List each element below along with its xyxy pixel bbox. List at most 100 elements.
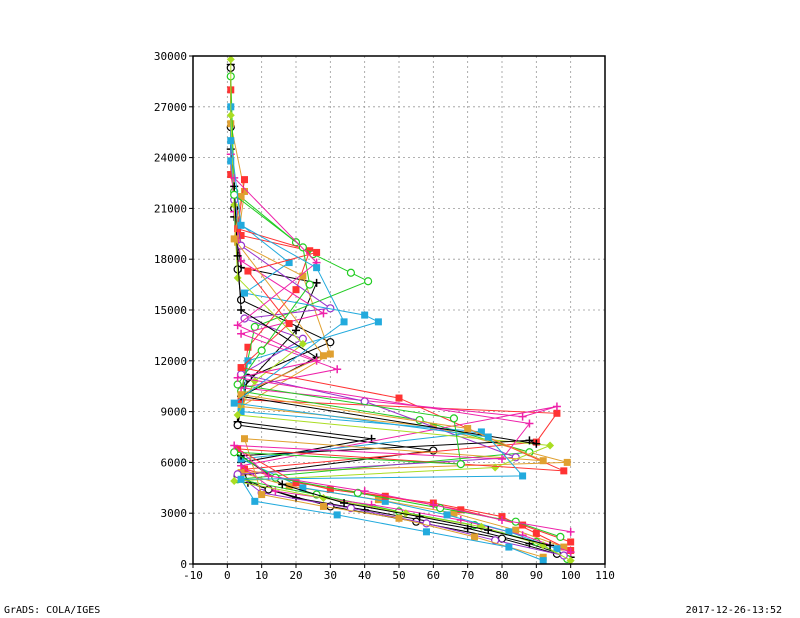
data-point — [374, 496, 382, 504]
data-point — [512, 526, 520, 534]
data-point — [298, 339, 307, 348]
data-point — [230, 201, 239, 210]
data-point — [450, 509, 458, 517]
data-point — [456, 459, 465, 469]
y-tick-label: 12000 — [154, 355, 187, 368]
data-point — [258, 491, 266, 499]
data-point — [326, 338, 335, 347]
data-point — [519, 521, 527, 529]
data-point — [298, 243, 307, 252]
x-tick-label: 20 — [289, 569, 302, 582]
data-point — [237, 231, 245, 239]
data-point — [241, 289, 248, 297]
data-point — [546, 541, 555, 550]
data-point — [560, 467, 568, 475]
data-point — [519, 472, 527, 480]
data-point — [563, 458, 571, 466]
data-point — [305, 280, 314, 289]
data-point — [278, 480, 287, 489]
data-point — [237, 364, 245, 372]
data-point — [395, 394, 403, 402]
y-tick-label: 18000 — [154, 253, 187, 266]
y-tick-label: 21000 — [154, 202, 187, 215]
series-path — [233, 194, 561, 538]
data-point — [237, 329, 246, 338]
data-point — [285, 259, 293, 267]
x-tick-label: 60 — [427, 569, 440, 582]
data-point — [333, 365, 342, 374]
data-point — [251, 497, 259, 505]
x-tick-label: 30 — [324, 569, 337, 582]
series-line — [227, 137, 547, 565]
data-point — [313, 248, 321, 256]
data-point — [505, 528, 513, 536]
data-point — [395, 514, 403, 522]
series-layer — [226, 55, 575, 565]
data-point — [292, 286, 300, 294]
data-point — [237, 403, 245, 411]
data-point — [340, 318, 348, 326]
data-point — [401, 509, 410, 518]
data-point — [491, 463, 500, 472]
data-point — [312, 356, 321, 365]
data-point — [299, 484, 307, 492]
data-point — [553, 409, 561, 417]
data-point — [319, 352, 327, 360]
data-point — [422, 528, 430, 536]
data-point — [233, 421, 242, 430]
data-point — [226, 111, 235, 120]
data-point — [471, 533, 479, 541]
data-point — [340, 499, 349, 508]
data-point — [477, 428, 485, 436]
data-point — [415, 512, 424, 521]
data-point — [241, 187, 248, 195]
data-point — [498, 515, 506, 524]
data-point — [560, 543, 568, 551]
footer-right-timestamp: 2017-12-26-13:52 — [685, 605, 782, 616]
data-point — [227, 137, 235, 145]
x-tick-label: 110 — [595, 569, 615, 582]
data-point — [237, 461, 246, 470]
data-point — [230, 235, 238, 243]
data-point — [237, 408, 245, 416]
x-tick-label: 50 — [392, 569, 405, 582]
series-line — [226, 63, 562, 558]
data-point — [532, 439, 541, 448]
data-point — [333, 511, 341, 519]
series-path — [230, 154, 571, 553]
x-tick-label: 80 — [495, 569, 508, 582]
data-point — [360, 487, 369, 496]
data-point — [505, 543, 513, 551]
y-tick-label: 3000 — [161, 507, 188, 520]
data-point — [525, 436, 534, 445]
data-point — [464, 425, 472, 433]
data-point — [230, 182, 239, 191]
data-point — [226, 55, 235, 64]
data-point — [566, 527, 575, 536]
data-point — [233, 380, 242, 389]
y-tick-label: 27000 — [154, 101, 187, 114]
series-line — [227, 103, 561, 553]
data-point — [566, 548, 575, 557]
data-point — [230, 399, 238, 407]
data-point — [443, 511, 451, 519]
data-point — [250, 377, 259, 386]
data-point — [230, 173, 239, 182]
data-point — [546, 441, 555, 450]
data-point — [233, 251, 242, 260]
data-point — [518, 412, 527, 421]
data-point — [364, 277, 373, 286]
data-point — [449, 414, 459, 423]
data-point — [539, 457, 547, 465]
y-tick-label: 9000 — [161, 406, 188, 419]
data-point — [566, 556, 575, 565]
data-point — [381, 497, 389, 505]
data-point — [556, 532, 565, 542]
data-point — [346, 268, 356, 277]
y-tick-label: 30000 — [154, 50, 187, 63]
data-point — [299, 272, 307, 280]
y-tick-label: 24000 — [154, 152, 187, 165]
data-point — [525, 419, 534, 428]
data-point — [361, 311, 369, 319]
series-path — [233, 199, 564, 556]
